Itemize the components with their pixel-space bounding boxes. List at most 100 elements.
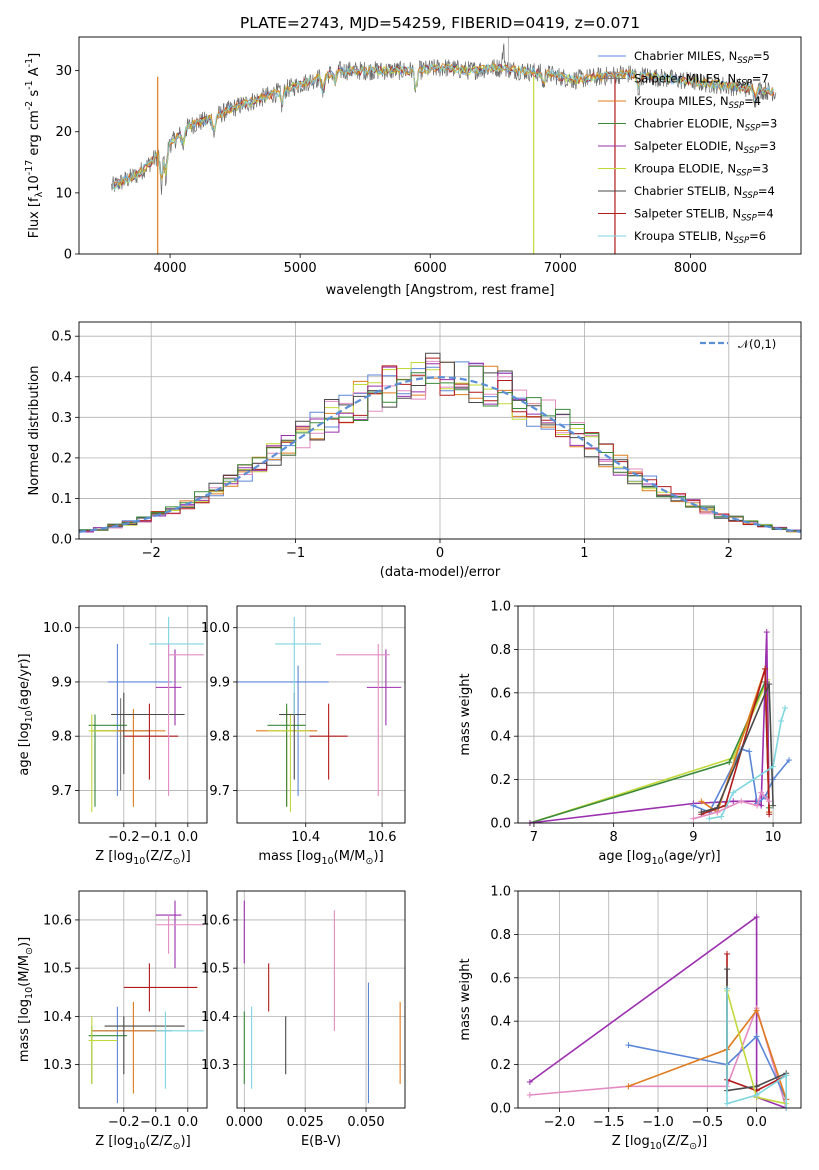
label-part: (Z/Z	[662, 1134, 689, 1149]
legend-name: Salpeter MILES, N	[634, 72, 736, 86]
legend-label: Salpeter STELIB, NSSP=4	[634, 207, 774, 224]
y-tick-label: 9.7	[51, 784, 72, 799]
y-tick-label: 0.6	[490, 686, 511, 701]
x-tick-label: −0.1	[140, 830, 172, 845]
legend-subscript: SSP	[734, 236, 750, 246]
y-tick-label: 0.0	[490, 1102, 511, 1117]
label-part: Z [log	[95, 1134, 133, 1149]
legend-label: Salpeter MILES, NSSP=7	[634, 72, 769, 89]
legend-count: =3	[759, 139, 776, 153]
label-part: mass weight	[458, 958, 473, 1040]
label-part: )]	[374, 849, 384, 864]
axes-frame	[236, 605, 406, 824]
label-part: mass weight	[458, 673, 473, 755]
legend-label: Salpeter ELODIE, NSSP=3	[634, 139, 776, 156]
y-axis-label: age [log10​(age/yr)]	[17, 653, 35, 775]
x-tick-label: 0.0	[177, 1115, 198, 1130]
histogram-series	[79, 352, 801, 532]
y-tick-label: 9.9	[209, 675, 230, 690]
residual-histogram-panel: −2 −1 0 1 2 0.0 0.1 0.2 0.3 0.4 0.5 (data-model)/er…	[27, 321, 802, 580]
x-tick-label: 8	[610, 830, 618, 845]
x-tick-label: 0.0	[177, 830, 198, 845]
legend-label: 𝒩(0,1)	[738, 337, 776, 351]
label-part: Normed distribution	[27, 366, 42, 496]
y-tick-label: 10.0	[43, 621, 72, 636]
label-part: age [log	[598, 849, 651, 864]
y-tick-label: 0.2	[51, 451, 72, 466]
x-tick-label: 0.0	[746, 1115, 767, 1130]
x-tick-label: 6000	[414, 261, 447, 276]
y-tick-label: 10.0	[201, 621, 230, 636]
normal-distribution-curve	[78, 376, 802, 533]
x-tick-label: −0.2	[108, 830, 140, 845]
label-part: (Z/Z	[145, 1134, 172, 1149]
y-tick-label: 0.2	[490, 773, 511, 788]
superscript: -1	[24, 58, 35, 67]
subscript: λ	[34, 191, 45, 197]
legend-name: Kroupa ELODIE, N	[634, 162, 736, 176]
label-part: 10	[27, 175, 42, 192]
label-part: (M/M	[334, 849, 366, 864]
axes-frame	[236, 890, 406, 1109]
mass-weight-series	[693, 791, 770, 820]
age-vs-metallicity-panel: −0.2−0.1 0.0 9.7 9.8 9.9 10.0 Z [log10​(Z/Z⊙​)…	[17, 605, 208, 867]
superscript: -2	[24, 101, 35, 110]
mass-weight-vs-age-panel: 7 8 9 10 0.0 0.2 0.4 0.6 0.8 1.0 age [log10​(age/y…	[458, 600, 802, 867]
subscript: ⊙	[689, 1141, 697, 1152]
legend-count: =3	[752, 162, 769, 176]
x-axis-label: mass [log10​(M/M⊙​)]	[258, 849, 383, 867]
y-tick-label: 10.3	[201, 1058, 230, 1073]
x-tick-label: −2.0	[544, 1115, 576, 1130]
y-tick-label: 0.8	[490, 643, 511, 658]
label-part: (age/yr)]	[664, 849, 721, 864]
x-tick-label: 5000	[284, 261, 317, 276]
subscript: 10	[650, 1141, 662, 1152]
x-tick-label: 0.025	[287, 1115, 324, 1130]
legend-label: Chabrier ELODIE, NSSP=3	[634, 117, 777, 134]
legend-name: Chabrier MILES, N	[634, 49, 737, 63]
histogram-series	[79, 365, 801, 532]
label-part: E(B-V)	[301, 1134, 341, 1149]
y-tick-label: 9.8	[209, 730, 230, 745]
axes-frame	[78, 36, 802, 255]
superscript: -1	[24, 80, 35, 89]
legend-count: =7	[752, 72, 769, 86]
x-axis-label: E(B-V)	[301, 1134, 341, 1149]
legend-name: Chabrier STELIB, N	[634, 184, 742, 198]
y-tick-label: 10.4	[201, 1010, 230, 1025]
y-tick-label: 0.6	[490, 971, 511, 986]
y-tick-label: 1.0	[490, 885, 511, 900]
subscript: 10	[24, 710, 35, 722]
subscript: 10	[652, 856, 664, 867]
label-part: A	[27, 67, 42, 80]
y-tick-label: 0.5	[51, 330, 72, 345]
y-tick-label: 20	[55, 125, 72, 140]
y-axis-label: Flux [fλ​10-17​ erg cm-2​ s-1​ A-1​]	[24, 53, 45, 238]
x-tick-label: 2	[725, 546, 733, 561]
superscript: -17	[24, 160, 35, 176]
x-axis-label: wavelength [Angstrom, rest frame]	[326, 283, 555, 298]
subscript: 10	[24, 987, 35, 999]
y-tick-label: 0.1	[51, 492, 72, 507]
label-part: Flux [f	[27, 197, 42, 238]
legend-subscript: SSP	[744, 146, 760, 156]
legend-name: Salpeter ELODIE, N	[634, 139, 744, 153]
x-tick-label: 0.000	[226, 1115, 263, 1130]
subscript: ⊙	[173, 856, 181, 867]
label-part: Z [log	[95, 849, 133, 864]
legend-name: Salpeter STELIB, N	[634, 207, 741, 221]
label-part: (Z/Z	[145, 849, 172, 864]
x-tick-label: −1.0	[642, 1115, 674, 1130]
label-part: s	[27, 90, 42, 101]
x-axis-label: Z [log10​(Z/Z⊙​)]	[612, 1134, 707, 1152]
y-tick-label: 0.4	[490, 730, 511, 745]
label-part: )]	[697, 1134, 707, 1149]
y-tick-label: 0.0	[490, 817, 511, 832]
label-part: )]	[181, 1134, 191, 1149]
legend-label: Chabrier STELIB, NSSP=4	[634, 184, 775, 201]
x-tick-label: −2	[142, 546, 161, 561]
spectrum-lines	[111, 37, 777, 254]
y-tick-label: 0.4	[490, 1015, 511, 1030]
y-tick-label: 10.5	[201, 962, 230, 977]
legend-subscript: SSP	[729, 101, 745, 111]
